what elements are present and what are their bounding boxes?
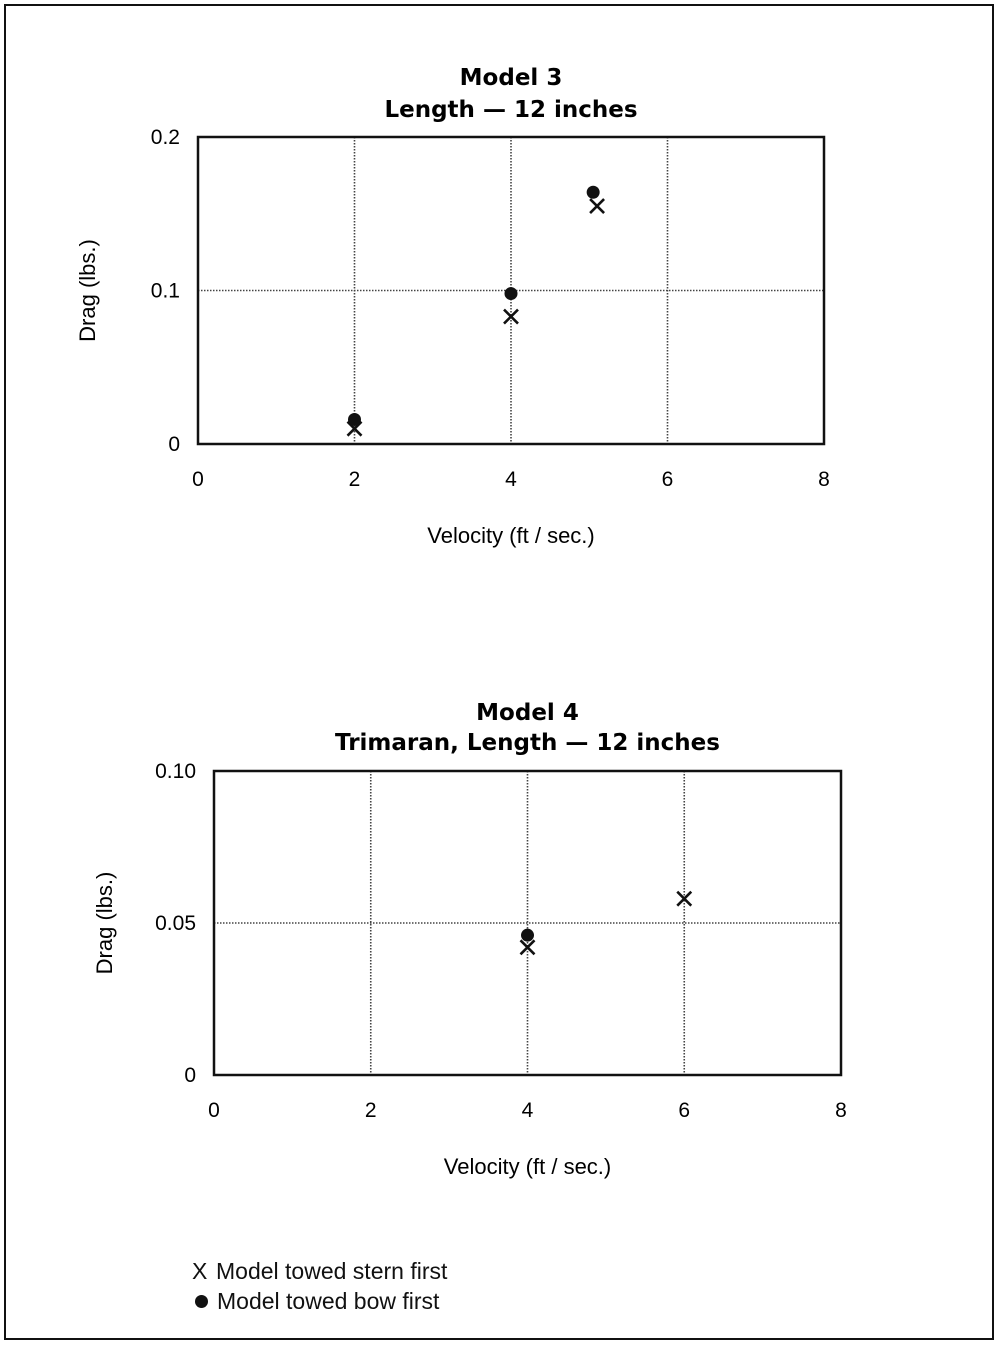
chart2-x-tick-label: 6 xyxy=(678,1099,690,1122)
chart2-x-tick-label: 4 xyxy=(522,1099,534,1122)
legend-label-bow-first: Model towed bow first xyxy=(217,1288,440,1314)
chart1-y-axis-label: Drag (lbs.) xyxy=(75,239,100,342)
legend: X Model towed stern first Model towed bo… xyxy=(192,1256,447,1316)
chart2-subtitle: Trimaran, Length — 12 inches xyxy=(335,730,720,756)
figure-frame xyxy=(4,4,994,1340)
chart2-title: Model 4 xyxy=(476,700,579,726)
legend-item-bow-first: Model towed bow first xyxy=(192,1286,447,1316)
chart2-x-tick-label: 8 xyxy=(835,1099,847,1122)
chart1-stern-first-point xyxy=(503,308,519,325)
chart2-stern-first-point xyxy=(676,890,693,907)
chart1-bow-first-point xyxy=(348,412,361,426)
chart1-plot-area xyxy=(196,135,826,446)
chart1-x-tick-label: 4 xyxy=(505,468,517,491)
chart1-subtitle: Length — 12 inches xyxy=(384,97,637,123)
chart2-y-tick-label: 0.05 xyxy=(155,912,196,935)
chart2-x-axis-label: Velocity (ft / sec.) xyxy=(444,1154,612,1179)
chart2-y-tick-label: 0.10 xyxy=(155,760,196,783)
chart1-stern-first-point xyxy=(346,420,363,437)
chart1-y-tick-label: 0.2 xyxy=(151,126,180,149)
chart2-bow-first-point xyxy=(521,928,534,942)
legend-item-stern-first: X Model towed stern first xyxy=(192,1256,447,1286)
chart1-bow-first-point xyxy=(586,185,600,199)
chart1-x-tick-label: 0 xyxy=(192,468,204,491)
chart2-y-axis-label: Drag (lbs.) xyxy=(92,872,117,975)
dot-marker-icon xyxy=(195,1294,208,1308)
chart1-y-tick-label: 0 xyxy=(168,433,180,456)
chart1-stern-first-point xyxy=(589,198,605,214)
chart2-plot-area xyxy=(212,769,843,1077)
chart1-y-tick-label: 0.1 xyxy=(151,280,180,303)
chart1-x-tick-label: 8 xyxy=(818,468,830,491)
chart1-x-axis-label: Velocity (ft / sec.) xyxy=(427,523,595,548)
chart2-stern-first-point xyxy=(519,939,536,956)
chart2-x-tick-label: 0 xyxy=(208,1099,220,1122)
x-marker-icon: X xyxy=(192,1258,208,1284)
chart1-title: Model 3 xyxy=(460,65,563,91)
chart1-bow-first-point xyxy=(504,287,518,301)
chart2-x-tick-label: 2 xyxy=(365,1099,377,1122)
chart1-x-tick-label: 6 xyxy=(662,468,674,491)
legend-label-stern-first: Model towed stern first xyxy=(216,1258,448,1284)
chart2-y-tick-label: 0 xyxy=(184,1064,196,1087)
chart1-x-tick-label: 2 xyxy=(349,468,361,491)
